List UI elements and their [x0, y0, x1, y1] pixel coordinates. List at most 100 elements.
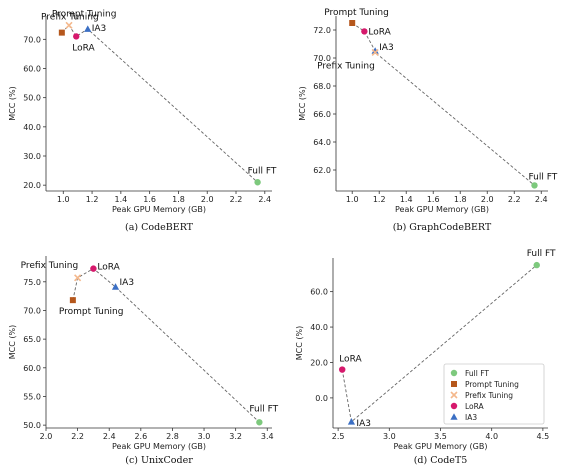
point-ia3 — [371, 47, 379, 54]
point-ia3 — [347, 418, 356, 425]
y-tick-label: 68.0 — [313, 82, 331, 91]
legend-marker-full-ft — [450, 369, 458, 377]
point-label-full-ft: Full FT — [249, 404, 278, 414]
x-axis-label: Peak GPU Memory (GB) — [112, 205, 206, 214]
point-label-full-ft: Full FT — [528, 172, 557, 182]
point-label-lora: LoRA — [339, 355, 362, 365]
x-tick-label: 1.0 — [57, 195, 70, 204]
y-tick-label: 40.0 — [310, 323, 328, 332]
legend-label-prompt-tuning: Prompt Tuning — [465, 380, 519, 389]
legend-label-ia3: IA3 — [465, 413, 477, 422]
x-tick-label: 3.0 — [383, 432, 396, 441]
y-tick-label: 70.0 — [313, 54, 331, 63]
point-lora — [339, 366, 346, 373]
point-label-prefix-tuning: Prefix Tuning — [21, 261, 79, 271]
chart-panel-3: 2.0 2.2 2.4 2.6 2.8 3.0 3.2 3.4 50.0 55.0 60.0 65.0… — [8, 256, 279, 466]
y-tick-label: 0.0 — [315, 394, 328, 403]
y-tick-label: 66.0 — [313, 110, 331, 119]
panel-caption: (d) CodeT5 — [414, 455, 468, 466]
point-full-ft — [254, 179, 261, 186]
y-tick-label: 72.0 — [313, 26, 331, 35]
x-tick-label: 2.6 — [134, 432, 147, 441]
point-label-ia3: IA3 — [379, 43, 394, 53]
y-tick-label: 55.0 — [23, 392, 41, 401]
point-label-full-ft: Full FT — [527, 249, 556, 259]
point-prefix-tuning-stroke-b — [371, 48, 379, 56]
point-label-prompt-tuning: Prompt Tuning — [52, 10, 117, 20]
x-tick-label: 2.2 — [508, 195, 521, 204]
point-lora — [90, 265, 97, 272]
x-tick-label: 1.8 — [454, 195, 467, 204]
legend-marker-prefix-tuning-stroke-b — [450, 391, 458, 399]
y-tick-label: 70.0 — [23, 306, 41, 315]
x-tick-label: 1.2 — [373, 195, 386, 204]
y-axis-label: MCC (%) — [295, 326, 304, 360]
point-lora — [73, 33, 80, 40]
x-tick-label: 2.0 — [201, 195, 214, 204]
x-tick-label: 1.0 — [346, 195, 359, 204]
y-tick-label: 20.0 — [310, 358, 328, 367]
x-axis-label: Peak GPU Memory (GB) — [394, 442, 488, 451]
x-tick-label: 1.8 — [172, 195, 185, 204]
y-tick-label: 30.0 — [23, 152, 41, 161]
chart-panel-4: 2.5 3.0 3.5 4.0 4.5 0.0 20.0 40.0 60.0 Peak GPU M… — [295, 249, 556, 466]
y-tick-label: 65.0 — [23, 335, 41, 344]
point-label-ia3: IA3 — [120, 278, 135, 288]
legend-marker-prefix-tuning — [450, 391, 458, 399]
chart-panel-1: 1.0 1.2 1.4 1.6 1.8 2.0 2.2 2.4 20.0 30.0 40.0 50.0… — [8, 10, 277, 233]
panel-caption: (a) CodeBERT — [125, 222, 194, 233]
x-tick-label: 1.2 — [86, 195, 99, 204]
point-full-ft — [531, 182, 538, 189]
x-tick-label: 2.0 — [481, 195, 494, 204]
x-tick-label: 3.0 — [198, 432, 211, 441]
y-tick-label: 20.0 — [23, 181, 41, 190]
y-tick-label: 64.0 — [313, 138, 331, 147]
x-tick-label: 1.6 — [143, 195, 156, 204]
point-label-full-ft: Full FT — [248, 166, 277, 176]
x-tick-label: 2.4 — [535, 195, 548, 204]
y-tick-label: 50.0 — [23, 421, 41, 430]
x-tick-label: 4.5 — [537, 432, 550, 441]
connecting-line — [341, 264, 537, 423]
y-tick-label: 60.0 — [23, 364, 41, 373]
point-label-prompt-tuning: Prompt Tuning — [59, 307, 124, 317]
connecting-line — [72, 268, 260, 423]
point-label-lora: LoRA — [368, 27, 391, 37]
x-tick-label: 1.4 — [400, 195, 413, 204]
point-ia3 — [84, 25, 92, 32]
legend: Full FT Prompt Tuning Prefix Tuning LoRA IA3 — [443, 363, 545, 425]
point-prompt-tuning — [58, 29, 65, 36]
x-axis-label: Peak GPU Memory (GB) — [112, 442, 206, 451]
x-tick-label: 3.5 — [434, 432, 447, 441]
y-axis-label: MCC (%) — [8, 325, 17, 359]
point-prefix-tuning-stroke-b — [65, 21, 73, 29]
point-full-ft — [533, 261, 540, 269]
point-label-ia3: IA3 — [356, 419, 371, 429]
x-tick-label: 1.4 — [114, 195, 127, 204]
chart-panel-2: 1.0 1.2 1.4 1.6 1.8 2.0 2.2 2.4 62.0 64.0 66.0 68.0… — [298, 8, 558, 233]
point-prefix-tuning — [371, 48, 379, 56]
point-prefix-tuning — [65, 21, 73, 29]
legend-label-full-ft: Full FT — [465, 369, 489, 378]
legend-label-prefix-tuning: Prefix Tuning — [465, 391, 513, 400]
point-label-prefix-tuning: Prefix Tuning — [41, 12, 99, 22]
point-ia3 — [111, 283, 120, 290]
x-tick-label: 2.2 — [230, 195, 243, 204]
y-axis-label: MCC (%) — [8, 86, 17, 120]
y-tick-label: 50.0 — [23, 94, 41, 103]
x-tick-label: 2.2 — [71, 432, 84, 441]
x-tick-label: 2.5 — [332, 432, 345, 441]
x-tick-label: 2.8 — [166, 432, 179, 441]
panel-caption: (b) GraphCodeBERT — [393, 222, 492, 233]
y-tick-label: 60.0 — [310, 288, 328, 297]
x-axis-label: Peak GPU Memory (GB) — [395, 205, 489, 214]
point-label-prompt-tuning: Prompt Tuning — [324, 8, 389, 18]
point-full-ft — [256, 419, 263, 426]
point-prompt-tuning — [69, 297, 76, 304]
x-tick-label: 2.4 — [103, 432, 116, 441]
point-label-lora: LoRA — [72, 43, 95, 53]
y-tick-label: 62.0 — [313, 166, 331, 175]
x-tick-label: 4.0 — [485, 432, 498, 441]
y-tick-label: 60.0 — [23, 65, 41, 74]
